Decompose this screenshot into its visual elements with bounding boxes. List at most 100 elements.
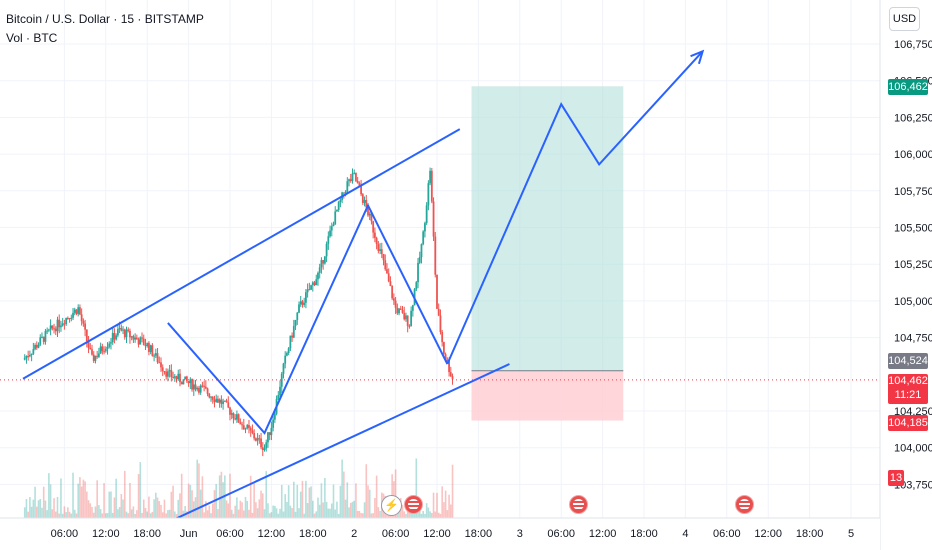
volume-bar xyxy=(32,499,35,518)
volume-bar xyxy=(256,508,259,518)
candle-body xyxy=(149,345,152,352)
candle-body xyxy=(342,192,345,194)
candle-body xyxy=(225,400,228,403)
volume-bar xyxy=(255,502,257,518)
volume-bar xyxy=(120,494,123,518)
volume-bar xyxy=(186,511,188,518)
candle-body xyxy=(141,337,143,339)
volume-bar xyxy=(267,503,269,518)
volume-bar xyxy=(244,496,247,518)
candle-body xyxy=(292,326,295,338)
volume-bar xyxy=(318,504,321,518)
volume-bar xyxy=(29,497,31,518)
candle-body xyxy=(77,307,80,314)
volume-bar xyxy=(225,500,228,518)
candle-body xyxy=(151,345,154,356)
volume-bar xyxy=(89,503,92,518)
volume-bar xyxy=(344,499,347,518)
volume-bar xyxy=(251,512,254,518)
volume-bar xyxy=(158,501,161,518)
volume-bar xyxy=(248,509,250,518)
volume-bar xyxy=(218,475,221,518)
candle-body xyxy=(282,363,285,374)
candle-body xyxy=(84,323,86,330)
volume-bar xyxy=(394,469,397,518)
volume-bar xyxy=(313,513,316,518)
volume-bar xyxy=(348,507,350,518)
currency-button[interactable]: USD xyxy=(889,7,920,31)
candle-body xyxy=(218,399,221,403)
volume-bar xyxy=(451,464,454,518)
volume-bar xyxy=(443,502,445,518)
volume-bar xyxy=(111,512,114,518)
volume-bar xyxy=(282,511,285,518)
lightning-event-icon[interactable]: ⚡ xyxy=(381,495,402,516)
volume-bar xyxy=(324,477,326,518)
volume-bar xyxy=(179,493,181,518)
candle-body xyxy=(382,254,385,261)
candle-body xyxy=(113,333,116,340)
us-flag-event-icon[interactable] xyxy=(569,495,588,514)
candle-body xyxy=(396,307,399,314)
candle-body xyxy=(249,428,252,431)
candle-body xyxy=(61,323,64,326)
us-flag-event-icon[interactable] xyxy=(735,495,754,514)
candle-body xyxy=(103,351,105,353)
candle-body xyxy=(75,309,78,314)
candle-body xyxy=(148,342,150,352)
time-tick-label: 12:00 xyxy=(423,528,451,540)
volume-bar xyxy=(172,485,174,518)
candle-body xyxy=(267,432,269,443)
volume-bar xyxy=(367,485,369,518)
candle-body xyxy=(391,285,394,299)
candle-body xyxy=(73,309,76,313)
volume-bar xyxy=(70,513,73,518)
candle-body xyxy=(377,244,380,251)
volume-bar xyxy=(310,486,312,518)
volume-bar xyxy=(346,482,349,518)
candle-body xyxy=(298,304,300,313)
volume-bar xyxy=(103,483,105,518)
candle-body xyxy=(253,433,256,439)
volume-bar xyxy=(125,511,128,518)
price-tick-label: 106,750 xyxy=(894,39,932,51)
volume-bar xyxy=(334,509,337,518)
price-tick-label: 104,750 xyxy=(894,333,932,345)
volume-bar xyxy=(75,513,78,518)
symbol-legend[interactable]: Bitcoin / U.S. Dollar · 15 · BITSTAMP Vo… xyxy=(6,10,204,48)
volume-bar xyxy=(325,501,328,518)
volume-bar xyxy=(230,509,233,518)
volume-bar xyxy=(184,506,186,518)
candle-body xyxy=(161,367,164,372)
candle-body xyxy=(286,352,288,356)
volume-bar xyxy=(355,483,357,518)
volume-bar xyxy=(424,513,426,518)
candle-body xyxy=(272,419,275,428)
candle-body xyxy=(270,427,273,436)
last-price-value: 104,462 xyxy=(888,375,928,387)
candle-body xyxy=(375,237,378,245)
volume-bar xyxy=(229,473,231,518)
volume-bar xyxy=(194,497,197,518)
us-flag-event-icon[interactable] xyxy=(404,495,423,514)
candle-body xyxy=(441,331,444,343)
time-tick-label: 5 xyxy=(848,528,854,540)
candle-body xyxy=(165,371,168,377)
long-position-stop-zone xyxy=(471,370,624,421)
volume-bar xyxy=(432,492,435,518)
time-tick-label: 06:00 xyxy=(216,528,244,540)
volume-bar xyxy=(198,463,200,518)
candle-body xyxy=(327,236,330,244)
symbol-title[interactable]: Bitcoin / U.S. Dollar · 15 · BITSTAMP xyxy=(6,12,204,26)
volume-bar xyxy=(261,493,264,518)
time-tick-label: 12:00 xyxy=(92,528,120,540)
candle-body xyxy=(173,376,176,378)
volume-bar xyxy=(23,507,26,518)
candle-body xyxy=(420,244,423,258)
candle-body xyxy=(444,354,447,361)
candle-body xyxy=(39,337,42,345)
projection-arrowhead xyxy=(690,49,705,65)
candle-body xyxy=(56,319,59,332)
